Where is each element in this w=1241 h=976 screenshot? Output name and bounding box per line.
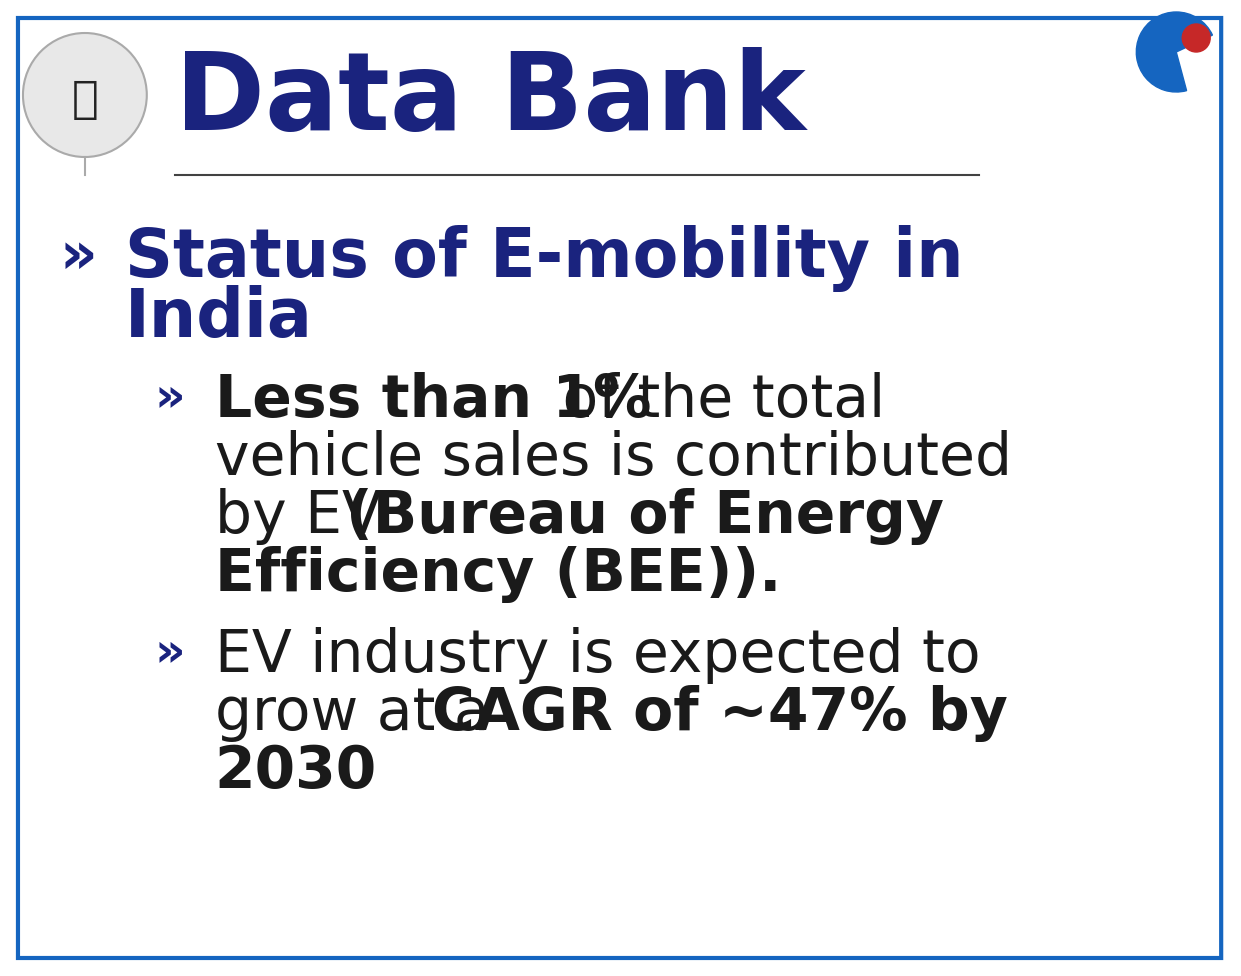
Text: Status of E-mobility in: Status of E-mobility in bbox=[125, 225, 963, 292]
Text: »: » bbox=[60, 228, 98, 285]
Text: »: » bbox=[155, 375, 185, 420]
FancyBboxPatch shape bbox=[17, 18, 1221, 958]
Text: Data Bank: Data Bank bbox=[175, 47, 805, 153]
Text: Less than 1%: Less than 1% bbox=[215, 372, 652, 429]
Wedge shape bbox=[1137, 12, 1212, 92]
Circle shape bbox=[1183, 24, 1210, 52]
Circle shape bbox=[24, 33, 146, 157]
Text: EV industry is expected to: EV industry is expected to bbox=[215, 627, 980, 684]
Text: India: India bbox=[125, 285, 313, 351]
Text: (Bureau of Energy: (Bureau of Energy bbox=[346, 488, 944, 545]
Text: CAGR of ~47% by: CAGR of ~47% by bbox=[432, 685, 1008, 742]
Text: »: » bbox=[155, 630, 185, 675]
Text: vehicle sales is contributed: vehicle sales is contributed bbox=[215, 430, 1011, 487]
Text: grow at a: grow at a bbox=[215, 685, 508, 742]
Text: Efficiency (BEE)).: Efficiency (BEE)). bbox=[215, 546, 781, 603]
Text: 🏛: 🏛 bbox=[72, 78, 98, 121]
Text: by EV: by EV bbox=[215, 488, 400, 545]
Text: 2030: 2030 bbox=[215, 743, 377, 800]
Text: of the total: of the total bbox=[545, 372, 885, 429]
